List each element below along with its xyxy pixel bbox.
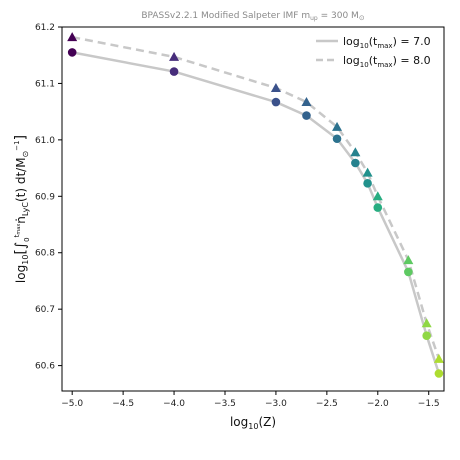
y-axis-ticks: 60.6 60.7 60.8 60.9 61.0 61.1 61.2 [35,23,62,372]
series-0-point-6 [363,179,372,188]
series-1-point-10 [433,353,444,363]
series-1-point-8 [403,255,414,265]
x-axis-label: log10(Z) [230,415,276,431]
series-1-point-6 [362,167,373,177]
x-tick-label: −4.0 [163,399,185,409]
y-tick-label: 60.8 [35,249,55,259]
series-1-point-2 [270,82,281,92]
series-0-point-5 [351,158,360,168]
series-line-1 [71,35,441,360]
marker-layer [67,32,444,378]
x-tick-label: −2.0 [367,399,389,409]
y-axis-label: log10[∫0tmaxṅLyC(t) dt/M⊙−1] [13,135,31,283]
y-tick-label: 60.6 [35,362,55,372]
chart-title: BPASSv2.2.1 Modified Salpeter IMF mup = … [141,11,364,22]
legend: log10(tmax) = 7.0 log10(tmax) = 8.0 [316,35,431,69]
x-tick-label: −4.5 [112,399,134,409]
series-layer [71,35,441,374]
y-tick-label: 61.1 [35,79,55,89]
series-1-point-9 [421,318,432,328]
x-tick-label: −3.0 [265,399,287,409]
series-1-point-1 [169,51,180,61]
series-0-point-10 [434,369,444,378]
series-0-point-9 [422,331,431,340]
series-line-0 [71,51,441,374]
legend-label-tmax-7: log10(tmax) = 7.0 [343,35,431,50]
series-1-point-3 [301,97,312,107]
series-1-point-5 [350,147,361,157]
series-0-point-3 [302,111,311,120]
x-tick-label: −1.5 [418,399,440,409]
series-0-point-1 [169,67,179,76]
series-1-point-0 [67,32,78,42]
series-1-point-4 [332,121,343,131]
y-tick-label: 60.9 [35,192,55,202]
y-tick-label: 60.7 [35,305,55,315]
y-tick-label: 61.2 [35,23,55,33]
x-axis-ticks: −5.0 −4.5 −4.0 −3.5 −3.0 −2.5 −2.0 −1.5 [61,391,440,409]
series-0-point-7 [373,203,383,212]
series-1-point-7 [372,191,383,201]
x-tick-label: −5.0 [61,399,83,409]
legend-label-tmax-8: log10(tmax) = 8.0 [343,54,431,69]
plot-frame [61,26,445,392]
series-0-point-4 [332,134,342,144]
y-tick-label: 61.0 [35,136,55,146]
x-tick-label: −2.5 [316,399,338,409]
series-0-point-8 [404,267,413,277]
series-0-point-2 [271,97,281,107]
series-0-point-0 [67,48,77,57]
x-tick-label: −3.5 [214,399,236,409]
